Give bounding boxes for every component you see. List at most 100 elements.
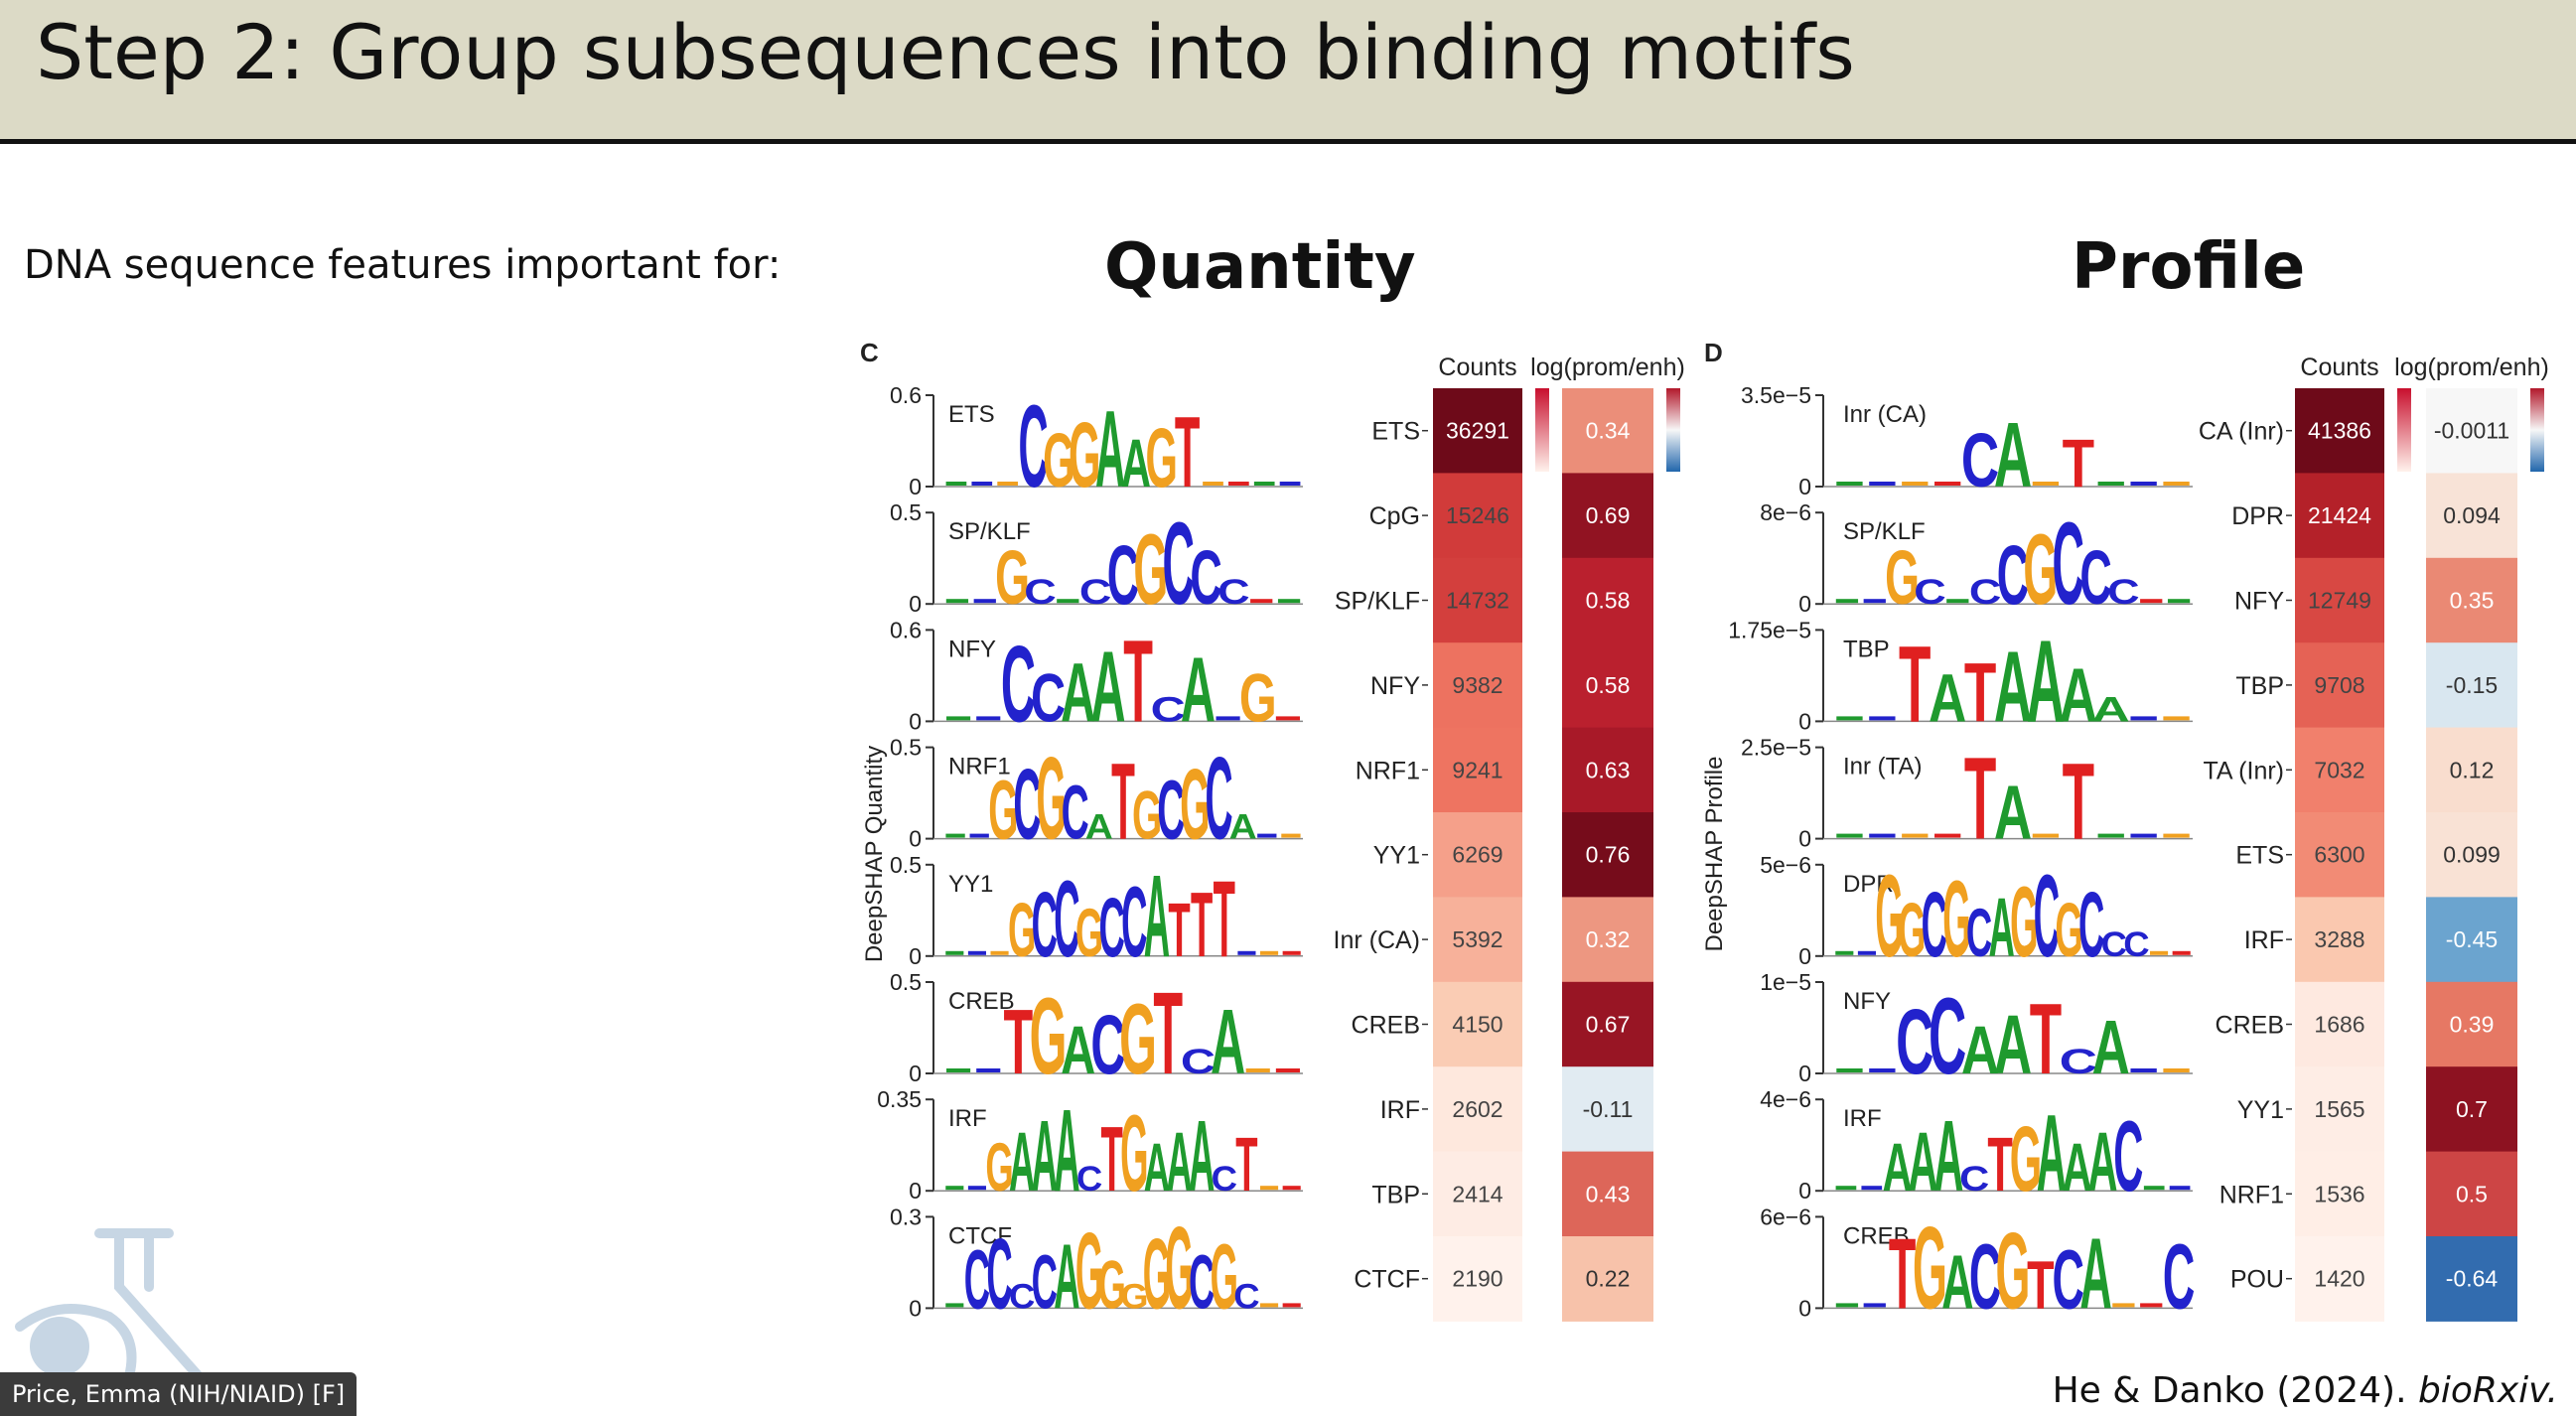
logo-letter-A: A <box>1061 644 1095 740</box>
logo-letter-C: C <box>2101 925 2127 964</box>
ratio-cell <box>2426 642 2517 729</box>
logo-letter-T: T <box>1153 968 1183 1099</box>
logo-low-letter <box>2172 950 2191 955</box>
heatmap-row: NRF1 1536 0.5 <box>2219 1151 2517 1237</box>
count-cell <box>2295 1066 2384 1153</box>
heatmap-row: SP/KLF 14732 0.58 <box>1335 557 1653 643</box>
y-tick-label: 0.3 <box>890 1204 922 1229</box>
logo-letter-G: G <box>1239 659 1277 736</box>
count-cell <box>2295 1236 2384 1322</box>
count-cell <box>2295 1151 2384 1237</box>
logo-letter-G: G <box>2023 512 2058 626</box>
logo-letter-T: T <box>1111 741 1135 863</box>
logo-low-letter <box>945 833 965 838</box>
motif-name: NRF1 <box>948 754 1011 780</box>
logo-low-letter <box>990 950 1009 955</box>
logo-low-letter <box>976 1068 1001 1072</box>
motif-name: SP/KLF <box>948 518 1031 545</box>
count-cell <box>1433 727 1522 813</box>
count-cell <box>1433 981 1522 1067</box>
count-cell <box>1433 388 1522 474</box>
logo-letter-C: C <box>1189 1239 1215 1325</box>
count-cell <box>1433 1236 1522 1322</box>
ratio-cell <box>2426 1151 2517 1237</box>
y-tick-label: 0 <box>909 1295 922 1321</box>
logo-low-letter <box>1277 599 1301 604</box>
y-tick-label: 0 <box>909 591 922 617</box>
logo-low-letter <box>2112 1303 2135 1308</box>
logo-letter-C: C <box>1969 1226 2001 1329</box>
heatmap-row-label: YY1 <box>1373 842 1420 870</box>
logo-letter-G: G <box>1036 732 1066 864</box>
logo-letter-A: A <box>1095 388 1125 510</box>
ratio-colorbar <box>2530 388 2544 472</box>
count-cell <box>2295 897 2384 983</box>
logo-low-letter <box>2130 482 2157 486</box>
logo-letter-A: A <box>2087 1115 2117 1209</box>
count-value: 4150 <box>1452 1012 1503 1038</box>
heatmap-row-label: Inr (CA) <box>1334 926 1421 954</box>
ratio-value: -0.15 <box>2446 672 2498 698</box>
logo-low-letter <box>2130 833 2157 838</box>
logo-letter-G: G <box>1132 778 1162 853</box>
logo-letter-T: T <box>2063 426 2094 501</box>
logo-letter-A: A <box>1166 1115 1192 1209</box>
y-axis-label: DeepSHAP Profile <box>1701 757 1728 952</box>
slide-title: Step 2: Group subsequences into binding … <box>36 8 1855 96</box>
motif-name: CTCF <box>948 1222 1012 1249</box>
logo-letter-G: G <box>1030 974 1068 1096</box>
logo-low-letter <box>1228 482 1249 486</box>
logo-letter-A: A <box>1933 1101 1963 1212</box>
heatmap-row: DPR 21424 0.094 <box>2231 473 2517 559</box>
logo-letter-G: G <box>1043 419 1074 504</box>
ratio-cell <box>1562 1236 1653 1322</box>
logo-letter-C: C <box>1205 732 1232 864</box>
logo-letter-G: G <box>1180 748 1210 861</box>
logo-letter-C: C <box>2060 1042 2097 1081</box>
logo-letter-G: G <box>1075 1210 1103 1332</box>
ratio-value: -0.0011 <box>2434 418 2509 444</box>
logo-letter-G: G <box>1875 850 1903 981</box>
logo-letter-T: T <box>1175 397 1200 508</box>
heatmap-row: POU 1420 -0.64 <box>2230 1236 2517 1322</box>
count-value: 9708 <box>2314 672 2364 698</box>
ratio-cell <box>1562 727 1653 813</box>
logo-letter-C: C <box>1099 880 1125 974</box>
logo-letter-G: G <box>1075 894 1103 970</box>
heatmap-row-label: NRF1 <box>1356 757 1420 784</box>
logo-low-letter <box>1275 716 1300 721</box>
y-tick-label: 0.35 <box>877 1086 922 1112</box>
ratio-value: 0.76 <box>1586 842 1631 868</box>
logo-low-letter <box>1863 599 1886 604</box>
ratio-header: log(prom/enh) <box>1530 354 1685 381</box>
motif-logo-row: 3.5e−5 0 Inr (CA) CA T <box>1741 382 2193 507</box>
logo-letter-C: C <box>1079 573 1111 612</box>
logo-low-letter <box>1203 482 1223 486</box>
y-tick-label: 0 <box>1798 1178 1811 1204</box>
logo-low-letter <box>945 950 964 955</box>
logo-letter-C: C <box>1181 1043 1216 1081</box>
y-tick-label: 0 <box>1798 1061 1811 1086</box>
ratio-value: 0.12 <box>2450 757 2495 782</box>
ratio-cell <box>2426 557 2517 643</box>
logo-low-letter <box>1836 716 1863 721</box>
logo-low-letter <box>1260 1303 1279 1308</box>
count-value: 1565 <box>2314 1096 2364 1122</box>
logo-letter-A: A <box>1908 1115 1937 1209</box>
logo-letter-A: A <box>2060 652 2097 738</box>
y-tick-label: 3.5e−5 <box>1741 382 1811 408</box>
ratio-value: 0.67 <box>1586 1012 1631 1038</box>
ratio-value: 0.43 <box>1586 1181 1631 1206</box>
count-cell <box>1433 473 1522 559</box>
logo-letter-C: C <box>1018 380 1048 511</box>
logo-low-letter <box>2143 1186 2165 1191</box>
heatmap-row: CREB 1686 0.39 <box>2216 981 2517 1067</box>
